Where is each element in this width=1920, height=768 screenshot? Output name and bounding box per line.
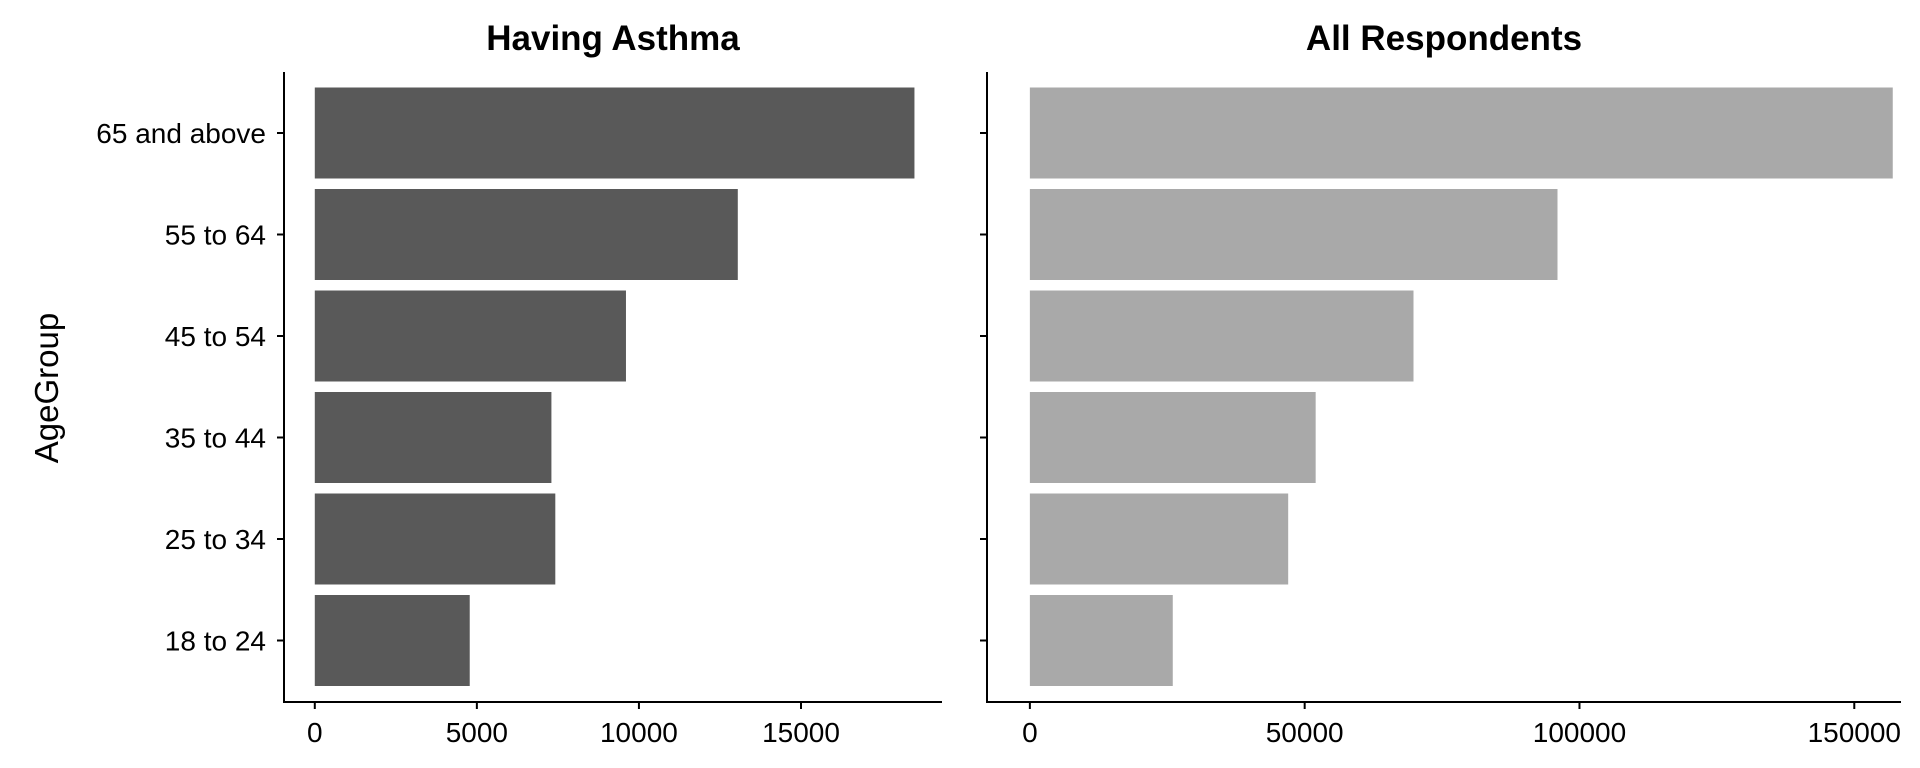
bar [314,290,626,382]
bar [1029,189,1558,280]
panel-title: All Respondents [1306,19,1582,58]
x-tick-label: 100000 [1533,717,1626,748]
bar [314,189,738,280]
panels-layer: Having Asthma 65 and above 55 to 64 45 to 5… [96,19,1901,748]
bar [314,595,470,686]
bar [314,493,556,585]
y-tick-label: 18 to 24 [165,626,266,657]
x-tick-label: 150000 [1808,717,1901,748]
y-axis-title: AgeGroup [28,313,65,463]
x-tick-label: 50000 [1266,717,1344,748]
y-tick-label: 25 to 34 [165,524,266,555]
y-tick-label: 35 to 44 [165,423,266,454]
bar [1029,392,1316,483]
bar [1029,493,1289,585]
x-tick-label: 0 [307,717,323,748]
bar [1029,595,1173,686]
y-tick-label: 55 to 64 [165,220,266,251]
bar [1029,290,1414,382]
axis-lines [986,72,1901,703]
bar [1029,87,1893,179]
panel-2: All Respondents 0 50000 100000 150000 [980,19,1901,748]
bar [314,87,915,179]
x-tick-label: 0 [1022,717,1038,748]
bar [314,392,552,483]
x-tick-label: 10000 [600,717,678,748]
panel-1: Having Asthma 65 and above 55 to 64 45 to 5… [96,19,942,748]
x-tick-label: 5000 [446,717,508,748]
panel-title: Having Asthma [486,19,740,58]
y-tick-label: 45 to 54 [165,321,266,352]
axis-lines [283,72,942,703]
y-tick-label: 65 and above [96,118,266,149]
x-tick-label: 15000 [762,717,840,748]
